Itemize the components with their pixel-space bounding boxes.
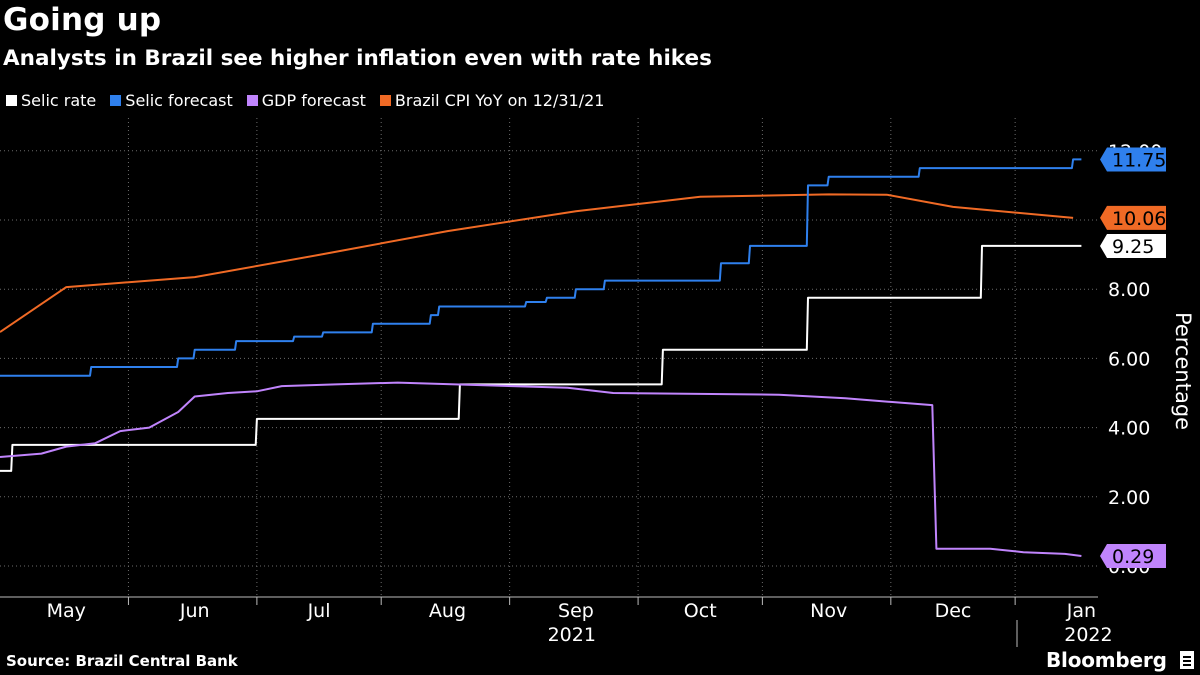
- chart-subtitle: Analysts in Brazil see higher inflation …: [3, 46, 712, 71]
- y-tick-label: 8.00: [1108, 279, 1150, 301]
- legend-swatch-gdp-forecast: [246, 95, 258, 106]
- legend-swatch-selic-rate: [6, 95, 17, 106]
- y-tick-label: 2.00: [1108, 487, 1150, 509]
- x-tick-label: Sep: [558, 600, 594, 622]
- legend-item-brazil-cpi: Brazil CPI YoY on 12/31/21: [379, 91, 605, 110]
- legend-item-gdp-forecast: GDP forecast: [246, 91, 366, 110]
- x-tick-label: Jan: [1066, 600, 1096, 622]
- bloomberg-logo-mark-icon: [1180, 651, 1194, 669]
- legend-item-selic-rate: Selic rate: [6, 91, 96, 110]
- x-tick-label: May: [47, 600, 86, 622]
- x-tick-label: Dec: [935, 600, 972, 622]
- legend-swatch-brazil-cpi: [379, 95, 391, 106]
- series-line-gdp-forecast: [0, 381, 1082, 557]
- y-axis-title: Percentage: [1171, 312, 1195, 430]
- chart-title: Going up: [3, 2, 162, 38]
- legend-swatch-selic-forecast: [110, 95, 122, 106]
- end-label-flag: [1100, 205, 1166, 230]
- series-line-selic-rate: [0, 244, 1082, 472]
- x-tick-label: Aug: [429, 600, 466, 622]
- legend-item-selic-forecast: Selic forecast: [110, 91, 233, 110]
- end-value-label: 0.29: [1112, 546, 1154, 568]
- series-line-selic-forecast: [0, 158, 1082, 377]
- x-tick-label: Jun: [179, 600, 210, 622]
- source-note: Source: Brazil Central Bank: [6, 652, 238, 670]
- x-tick-label: Nov: [810, 600, 847, 622]
- end-value-label: 10.06: [1112, 208, 1166, 230]
- y-tick-label: 6.00: [1108, 348, 1150, 370]
- legend-label-gdp-forecast: GDP forecast: [261, 91, 366, 110]
- legend-label-selic-rate: Selic rate: [21, 91, 97, 110]
- end-label-flag: [1100, 233, 1166, 258]
- end-label-flag: [1100, 543, 1166, 568]
- x-tick-label: Jul: [307, 600, 331, 622]
- y-tick-label: 4.00: [1108, 418, 1150, 440]
- legend-label-brazil-cpi: Brazil CPI YoY on 12/31/21: [394, 91, 605, 110]
- year-label: 2022: [1064, 624, 1112, 646]
- year-label: 2021: [548, 624, 596, 646]
- series-line-brazil-cpi-yoy-on-12-31-21: [0, 193, 1074, 333]
- end-value-label: 9.25: [1112, 236, 1154, 258]
- end-label-flag: [1100, 147, 1166, 172]
- x-tick-label: Oct: [684, 600, 717, 622]
- legend-label-selic-forecast: Selic forecast: [125, 91, 233, 110]
- end-value-label: 11.75: [1112, 149, 1166, 171]
- bloomberg-logo: Bloomberg: [1046, 648, 1167, 672]
- chart-legend: Selic rate Selic forecast GDP forecast B…: [6, 91, 604, 110]
